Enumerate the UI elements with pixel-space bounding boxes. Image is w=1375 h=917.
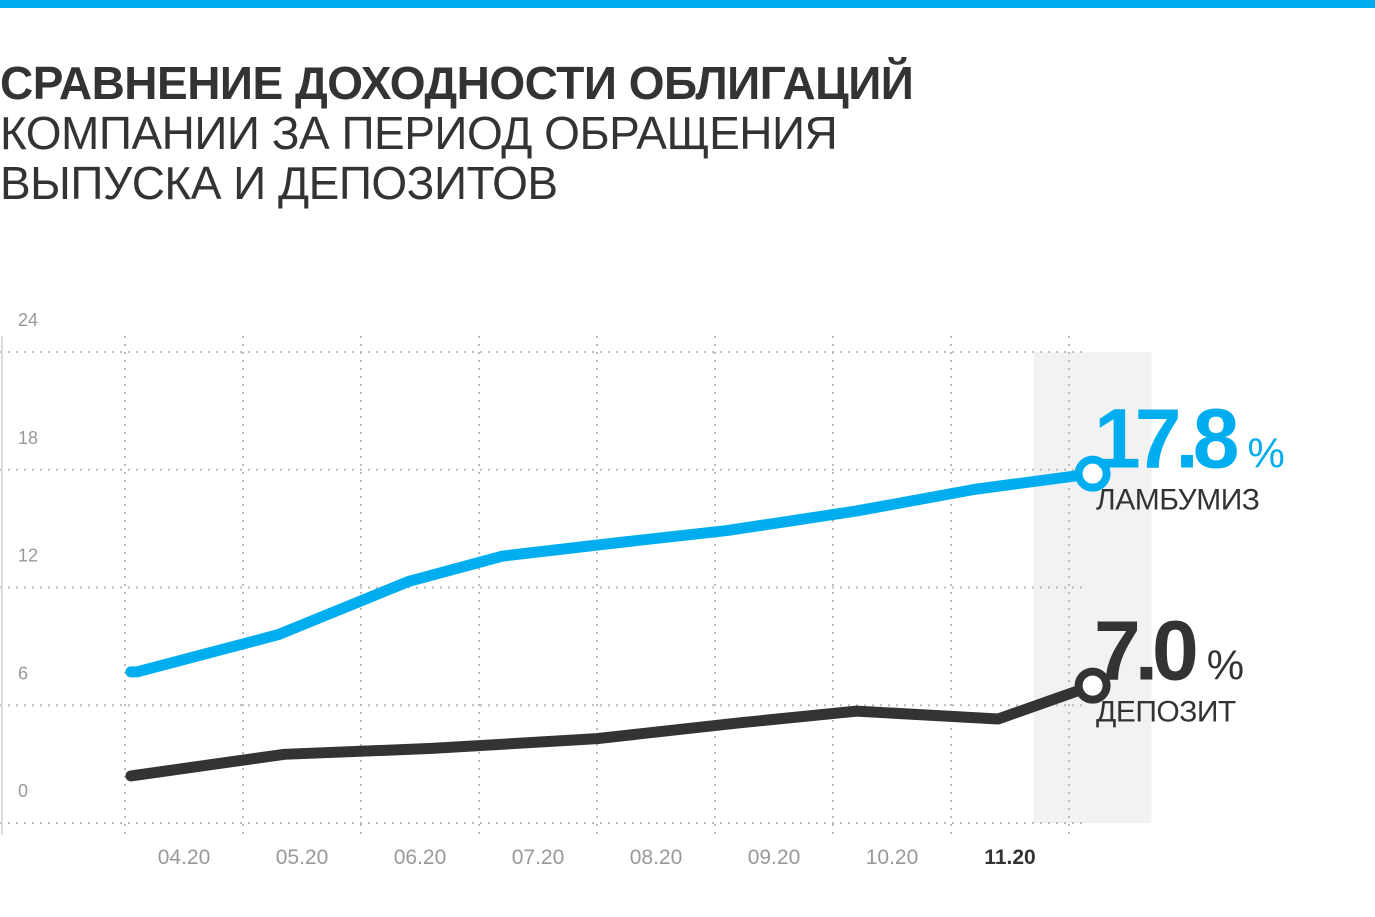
x-tick-label: 07.20 bbox=[512, 846, 565, 869]
series-end-point bbox=[1074, 455, 1111, 492]
chart-title-line-3: ВЫПУСКА И ДЕПОЗИТОВ bbox=[0, 157, 558, 209]
y-axis-ticks: 0 6 12 18 24 bbox=[18, 310, 38, 801]
end-value-label: 17.8% bbox=[1094, 392, 1284, 486]
end-value-number: 17.8 bbox=[1094, 392, 1238, 486]
end-value-unit: % bbox=[1207, 642, 1243, 689]
series-end-point bbox=[1074, 667, 1111, 704]
end-value-number: 7.0 bbox=[1094, 604, 1196, 698]
x-tick-label: 05.20 bbox=[276, 846, 329, 869]
end-series-name: ДЕПОЗИТ bbox=[1096, 696, 1236, 729]
end-value-unit: % bbox=[1248, 430, 1284, 477]
x-tick-label: 06.20 bbox=[394, 846, 447, 869]
end-value-label: 7.0% bbox=[1094, 604, 1243, 698]
end-series-name: ЛАМБУМИЗ bbox=[1096, 484, 1259, 517]
x-tick-label: 08.20 bbox=[630, 846, 683, 869]
grid-group bbox=[0, 336, 1085, 835]
y-tick-label: 24 bbox=[18, 310, 38, 330]
y-tick-label: 0 bbox=[18, 781, 28, 801]
x-tick-label: 09.20 bbox=[748, 846, 801, 869]
series-group bbox=[125, 455, 1111, 782]
y-tick-label: 18 bbox=[18, 428, 38, 448]
x-axis-ticks: 04.20 05.20 06.20 07.20 08.20 09.20 10.20 11.20 bbox=[158, 846, 1036, 869]
highlight-column bbox=[1033, 352, 1152, 823]
x-tick-label: 04.20 bbox=[158, 846, 211, 869]
top-accent-bar bbox=[0, 0, 1375, 8]
chart-title-line-2: КОМПАНИИ ЗА ПЕРИОД ОБРАЩЕНИЯ bbox=[0, 107, 838, 159]
x-tick-label: 11.20 bbox=[984, 846, 1035, 869]
x-tick-label: 10.20 bbox=[866, 846, 919, 869]
y-tick-label: 12 bbox=[18, 546, 38, 566]
series-line bbox=[125, 468, 1099, 678]
y-tick-label: 6 bbox=[18, 663, 28, 683]
chart-title-bold: СРАВНЕНИЕ ДОХОДНОСТИ ОБЛИГАЦИЙ bbox=[0, 57, 914, 109]
highlight-band-group bbox=[1033, 352, 1152, 823]
series-line bbox=[125, 680, 1099, 782]
chart-title: СРАВНЕНИЕ ДОХОДНОСТИ ОБЛИГАЦИЙ КОМПАНИИ … bbox=[0, 58, 1200, 208]
